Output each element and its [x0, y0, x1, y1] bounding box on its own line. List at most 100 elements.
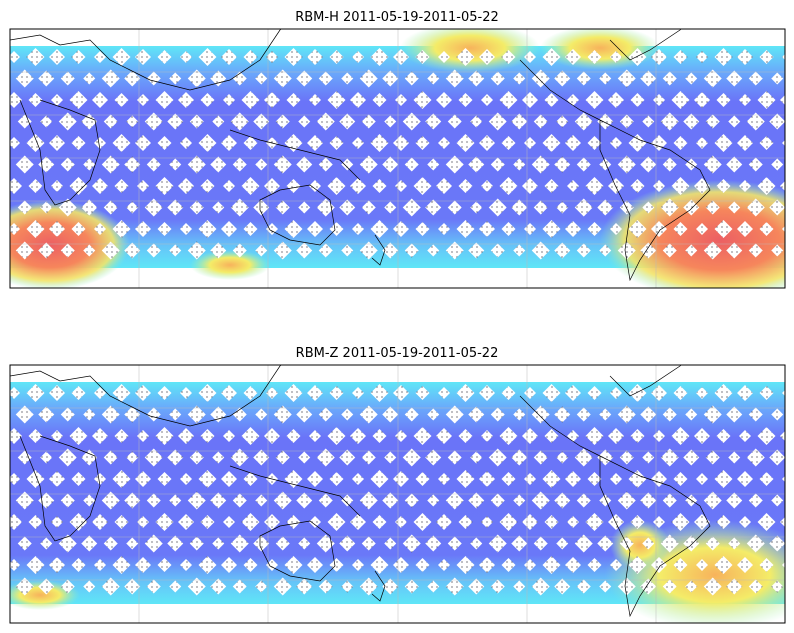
no-data-cell — [382, 406, 399, 423]
no-data-cell — [456, 220, 475, 238]
no-data-cell — [38, 578, 55, 595]
no-data-cell — [144, 198, 163, 217]
no-data-cell — [146, 493, 161, 508]
no-data-cell — [757, 427, 776, 445]
no-data-cell — [286, 515, 301, 529]
no-data-cell — [221, 135, 237, 151]
no-data-cell — [696, 223, 708, 235]
no-data-cell — [479, 135, 495, 151]
no-data-cell — [404, 157, 419, 172]
no-data-cell — [746, 534, 765, 553]
no-data-cell — [352, 223, 364, 235]
no-data-cell — [533, 200, 548, 215]
no-data-cell — [759, 558, 774, 572]
no-data-cell — [200, 93, 215, 107]
no-data-cell — [782, 54, 785, 60]
no-data-cell — [200, 515, 215, 529]
no-data-cell — [26, 384, 45, 402]
no-data-cell — [737, 471, 753, 487]
no-data-cell — [26, 556, 45, 574]
no-data-cell — [728, 451, 741, 464]
no-data-cell — [10, 92, 22, 108]
no-data-cell — [275, 536, 290, 551]
no-data-cell — [790, 156, 794, 174]
no-data-cell — [307, 135, 323, 151]
no-data-cell — [359, 69, 378, 88]
no-data-cell — [427, 72, 440, 85]
no-data-cell — [544, 429, 559, 443]
no-data-cell — [726, 492, 743, 509]
no-data-cell — [126, 115, 139, 128]
no-data-cell — [771, 158, 784, 171]
no-data-cell — [501, 386, 516, 400]
no-data-cell — [671, 427, 690, 445]
no-data-cell — [617, 241, 636, 260]
no-data-cell — [565, 49, 581, 65]
no-data-cell — [275, 450, 290, 465]
no-data-cell — [350, 428, 366, 444]
no-data-cell — [576, 157, 591, 172]
panel-title: RBM-H 2011-05-19-2011-05-22 — [295, 10, 499, 25]
no-data-cell — [81, 199, 98, 216]
no-data-cell — [660, 112, 679, 131]
no-data-cell — [26, 48, 45, 66]
no-data-cell — [307, 385, 323, 401]
no-data-cell — [610, 223, 622, 235]
no-data-cell — [101, 241, 120, 260]
no-data-cell — [352, 387, 364, 399]
no-data-cell — [169, 408, 182, 421]
no-data-cell — [359, 241, 378, 260]
no-data-cell — [671, 513, 690, 531]
no-data-cell — [716, 429, 731, 443]
no-data-cell — [673, 558, 688, 572]
no-data-cell — [599, 580, 612, 593]
no-data-cell — [585, 513, 604, 531]
no-data-cell — [58, 534, 77, 553]
no-data-cell — [499, 177, 518, 195]
no-data-cell — [51, 94, 63, 106]
no-data-cell — [696, 473, 708, 485]
no-data-cell — [10, 514, 22, 530]
no-data-cell — [167, 113, 184, 130]
no-data-cell — [748, 493, 763, 508]
no-data-cell — [51, 180, 63, 192]
no-data-cell — [341, 158, 354, 171]
map-panel — [10, 365, 785, 623]
no-data-cell — [241, 513, 260, 531]
no-data-cell — [703, 241, 722, 260]
no-data-cell — [436, 514, 452, 530]
no-data-cell — [243, 50, 258, 64]
no-data-cell — [298, 115, 311, 128]
no-data-cell — [187, 241, 206, 260]
no-data-cell — [511, 113, 528, 130]
no-data-cell — [458, 93, 473, 107]
no-data-cell — [198, 470, 217, 488]
no-data-cell — [101, 491, 120, 510]
no-data-cell — [531, 577, 550, 596]
no-data-cell — [425, 113, 442, 130]
no-data-cell — [739, 180, 751, 192]
no-data-cell — [112, 220, 131, 238]
no-data-cell — [223, 94, 235, 106]
no-data-cell — [499, 427, 518, 445]
no-data-cell — [309, 430, 321, 442]
no-data-cell — [60, 71, 75, 86]
no-data-cell — [780, 431, 785, 441]
no-data-cell — [157, 386, 172, 400]
no-data-cell — [673, 222, 688, 236]
no-data-cell — [597, 535, 614, 552]
no-data-cell — [71, 222, 86, 236]
no-data-cell — [210, 70, 227, 87]
no-data-cell — [470, 201, 483, 214]
no-data-cell — [370, 470, 389, 488]
no-data-cell — [544, 179, 559, 193]
no-data-cell — [445, 405, 464, 424]
no-data-cell — [71, 50, 86, 64]
no-data-cell — [567, 516, 579, 528]
no-data-cell — [384, 451, 397, 464]
coastline — [259, 184, 336, 246]
no-data-cell — [651, 385, 667, 401]
no-data-cell — [522, 514, 538, 530]
no-data-cell — [341, 72, 354, 85]
no-data-cell — [372, 515, 387, 529]
